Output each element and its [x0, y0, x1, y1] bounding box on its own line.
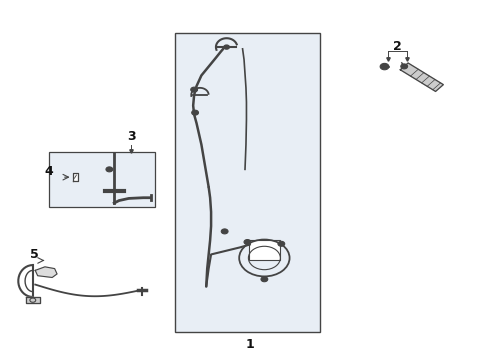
Circle shape	[261, 277, 268, 282]
Polygon shape	[25, 297, 40, 303]
Bar	[175, 33, 320, 332]
Text: 3: 3	[127, 130, 135, 143]
Polygon shape	[35, 267, 57, 278]
Text: 1: 1	[245, 338, 254, 351]
Bar	[49, 152, 155, 207]
Circle shape	[106, 167, 113, 172]
Bar	[249, 240, 280, 260]
Polygon shape	[400, 63, 443, 91]
Text: 5: 5	[30, 248, 39, 261]
Circle shape	[192, 110, 198, 115]
Circle shape	[380, 63, 389, 70]
Circle shape	[221, 229, 228, 234]
Polygon shape	[73, 173, 78, 181]
Circle shape	[278, 241, 285, 246]
Circle shape	[223, 45, 229, 49]
Text: 4: 4	[45, 165, 53, 177]
Circle shape	[401, 64, 408, 69]
Circle shape	[191, 87, 197, 92]
Text: 2: 2	[393, 40, 402, 53]
Circle shape	[244, 239, 251, 244]
